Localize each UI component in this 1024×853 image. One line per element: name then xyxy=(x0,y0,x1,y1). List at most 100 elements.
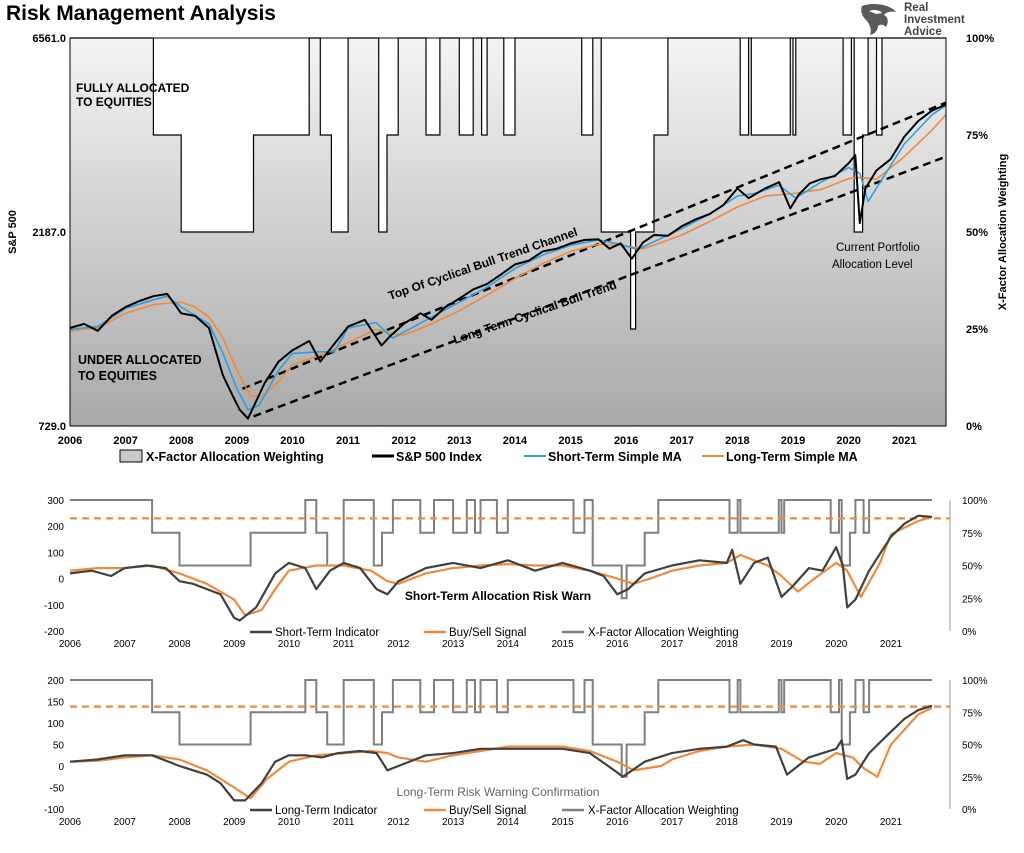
allocation-area xyxy=(70,38,946,329)
x-tick-label: 2008 xyxy=(168,817,191,828)
x-tick-label: 2014 xyxy=(503,435,528,447)
y-axis-label: S&P 500 xyxy=(7,210,19,254)
long-term-risk-chart: 200 150 100 50 0 -50 -100 100% 75% 50% 25% 0% 2006 20… xyxy=(44,676,988,828)
trend-channel-bottom xyxy=(253,155,947,418)
x-tick-label: 2019 xyxy=(770,639,793,650)
y-tick-label: -100 xyxy=(44,601,64,612)
x-tick-label: 2013 xyxy=(442,639,465,650)
x-tick-label: 2007 xyxy=(114,639,137,650)
x-tick-label: 2018 xyxy=(716,817,739,828)
x-tick-label: 2017 xyxy=(661,817,684,828)
x-tick-label: 2014 xyxy=(497,817,520,828)
y2-tick-label: 0% xyxy=(962,627,977,638)
x-tick-label: 2015 xyxy=(551,639,574,650)
x-tick-label: 2018 xyxy=(716,639,739,650)
x-tick-label: 2006 xyxy=(59,817,82,828)
sp500-risk-chart: 6561.0 2187.0 729.0 100% 75% 50% 25% 0% 2006 2007… xyxy=(7,33,1009,464)
annotation-fully-1: FULLY ALLOCATED xyxy=(76,81,190,95)
x-tick-label: 2019 xyxy=(770,817,793,828)
x-tick-label: 2009 xyxy=(225,435,249,447)
x-tick-label: 2007 xyxy=(113,435,137,447)
annotation-under-1: UNDER ALLOCATED xyxy=(78,353,202,367)
x-tick-label: 2012 xyxy=(391,435,415,447)
y-tick-label: 6561.0 xyxy=(32,33,66,45)
x-tick-label: 2015 xyxy=(551,817,574,828)
y2-axis-label: X-Factor Allocation Weighting xyxy=(997,154,1009,310)
legend-label: Short-Term Simple MA xyxy=(548,450,682,464)
plot-border xyxy=(69,37,947,427)
series-line-1 xyxy=(69,104,947,411)
eagle-head-icon xyxy=(861,4,896,35)
x-tick-label: 2015 xyxy=(558,435,582,447)
legend-label: X-Factor Allocation Weighting xyxy=(146,450,324,464)
x-tick-label: 2016 xyxy=(614,435,638,447)
y2-tick-label: 0% xyxy=(962,805,977,816)
y-tick-label: 0 xyxy=(58,762,64,773)
y2-tick-label: 50% xyxy=(966,227,988,239)
x-tick-label: 2008 xyxy=(169,435,193,447)
y-tick-label: -100 xyxy=(44,805,64,816)
legend-label: X-Factor Allocation Weighting xyxy=(588,805,739,817)
y-tick-label: 50 xyxy=(53,741,65,752)
y-tick-label: 200 xyxy=(47,676,64,687)
x-tick-label: 2016 xyxy=(606,817,629,828)
y2-tick-label: 75% xyxy=(962,708,982,719)
x-tick-label: 2017 xyxy=(670,435,694,447)
brand-logo: Real Investment Advice xyxy=(856,2,1016,38)
x-tick-label: 2011 xyxy=(336,435,360,447)
y-tick-label: -200 xyxy=(44,627,64,638)
legend-label: Short-Term Indicator xyxy=(275,627,379,639)
x-tick-label: 2012 xyxy=(387,639,410,650)
x-tick-label: 2021 xyxy=(880,639,903,650)
signal-line xyxy=(69,707,933,800)
x-tick-label: 2020 xyxy=(825,639,848,650)
logo-line-1: Real xyxy=(904,2,929,14)
x-tick-label: 2007 xyxy=(114,817,137,828)
annotation-fully-2: TO EQUITIES xyxy=(76,95,152,109)
indicator-line xyxy=(69,704,933,802)
allocation-step-line xyxy=(70,499,932,600)
x-tick-label: 2012 xyxy=(387,817,410,828)
x-tick-label: 2020 xyxy=(836,435,860,447)
x-tick-label: 2006 xyxy=(58,435,82,447)
y2-tick-label: 100% xyxy=(962,676,988,687)
short-term-risk-chart: 300 200 100 0 -100 -200 100% 75% 50% 25% 0% 2006 200… xyxy=(44,496,988,650)
legend-label: Buy/Sell Signal xyxy=(449,627,526,639)
legend-label: S&P 500 Index xyxy=(396,450,482,464)
annotation-current-1: Current Portfolio xyxy=(836,242,920,254)
y-tick-label: 2187.0 xyxy=(32,227,66,239)
y2-tick-label: 25% xyxy=(962,594,982,605)
y2-tick-label: 75% xyxy=(962,529,982,540)
x-tick-label: 2017 xyxy=(661,639,684,650)
x-tick-label: 2009 xyxy=(223,639,246,650)
x-tick-label: 2010 xyxy=(280,435,304,447)
legend-label: Long-Term Indicator xyxy=(275,805,377,817)
x-tick-label: 2010 xyxy=(278,639,301,650)
y-tick-label: 729.0 xyxy=(38,421,66,433)
y2-tick-label: 0% xyxy=(966,421,982,433)
x-tick-label: 2020 xyxy=(825,817,848,828)
signal-line xyxy=(69,515,933,617)
logo-line-3: Advice xyxy=(904,26,942,38)
x-tick-label: 2019 xyxy=(781,435,805,447)
y-tick-label: 100 xyxy=(47,719,64,730)
x-tick-label: 2006 xyxy=(59,639,82,650)
y2-tick-label: 50% xyxy=(962,741,982,752)
x-tick-label: 2021 xyxy=(892,435,916,447)
x-tick-label: 2011 xyxy=(333,817,355,828)
chart-title: Long-Term Risk Warning Confirmation xyxy=(397,785,600,799)
x-tick-label: 2014 xyxy=(497,639,520,650)
y-tick-label: 100 xyxy=(47,548,64,559)
indicator-line xyxy=(69,514,933,622)
y-tick-label: 300 xyxy=(47,496,64,507)
x-tick-label: 2016 xyxy=(606,639,629,650)
y-tick-label: 0 xyxy=(58,575,64,586)
legend-label: Buy/Sell Signal xyxy=(449,805,526,817)
y-tick-label: 150 xyxy=(47,698,64,709)
logo-line-2: Investment xyxy=(904,14,965,26)
y2-tick-label: 50% xyxy=(962,562,982,573)
annotation-current-2: Allocation Level xyxy=(832,259,913,271)
chart-title: Short-Term Allocation Risk Warn xyxy=(405,589,591,603)
y2-tick-label: 100% xyxy=(966,33,994,45)
